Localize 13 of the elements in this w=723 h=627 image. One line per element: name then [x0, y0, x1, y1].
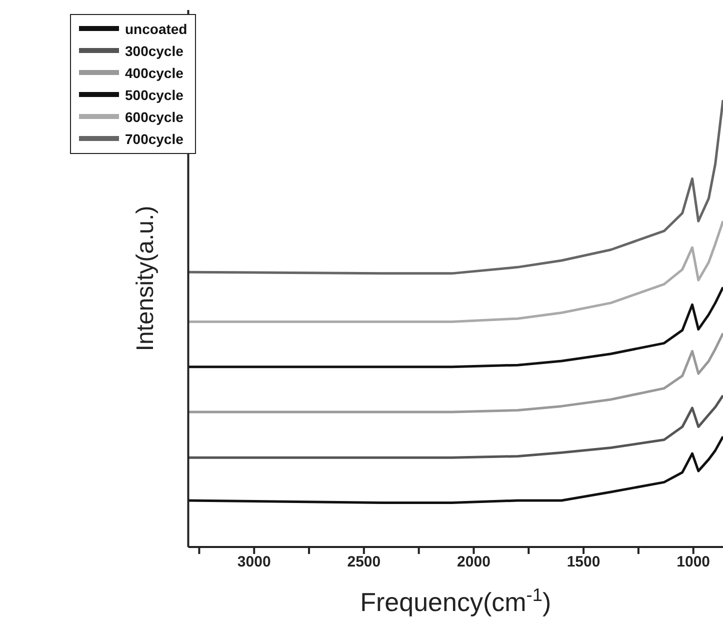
legend-label: 300cycle [125, 43, 184, 59]
y-axis-title: Intensity(a.u.) [132, 206, 159, 352]
x-tick-label: 1000 [676, 554, 710, 571]
x-tick-label: 3000 [237, 554, 271, 571]
legend-label: uncoated [125, 21, 188, 37]
legend-label: 700cycle [125, 131, 184, 147]
x-tick-label: 2500 [347, 554, 381, 571]
legend-label: 600cycle [125, 109, 184, 125]
x-tick-label: 1500 [566, 554, 600, 571]
legend-label: 500cycle [125, 87, 184, 103]
legend-label: 400cycle [125, 65, 184, 81]
x-axis-title: Frequency(cm$^{-1}$) [360, 585, 552, 617]
x-tick-label: 2000 [457, 554, 490, 571]
